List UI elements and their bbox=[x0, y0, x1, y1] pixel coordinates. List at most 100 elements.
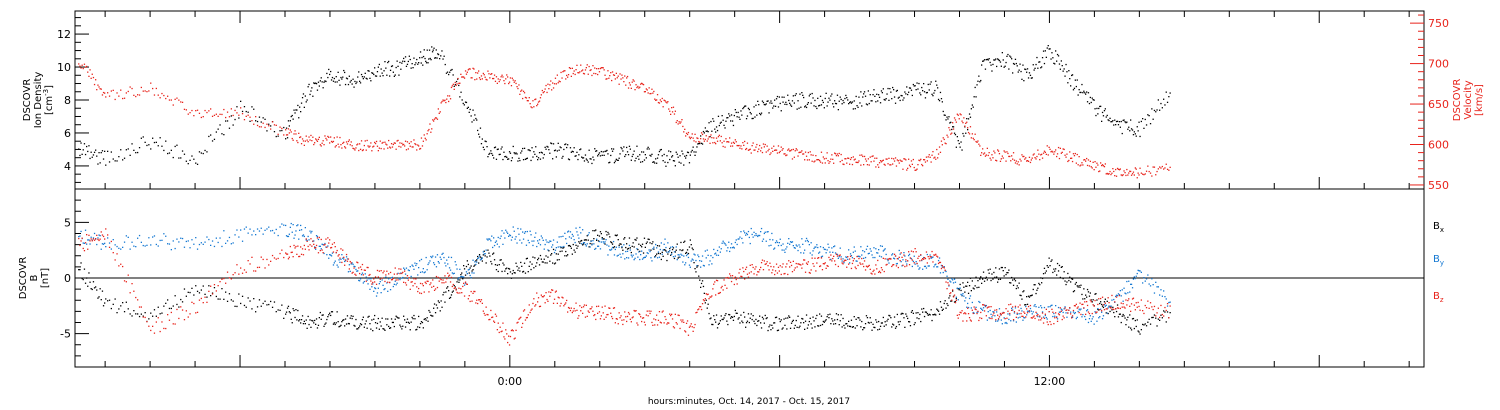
by-series-point bbox=[510, 239, 513, 241]
ion-density-series-point bbox=[1023, 80, 1025, 82]
velocity-series-point bbox=[241, 113, 244, 115]
bx-series-point bbox=[508, 267, 510, 270]
by-series-point bbox=[729, 250, 731, 253]
ion-density-series-point bbox=[225, 120, 227, 122]
bz-series-point bbox=[355, 274, 357, 276]
bz-series-point bbox=[510, 329, 513, 332]
bx-series-point bbox=[587, 239, 589, 241]
by-series-point bbox=[213, 245, 216, 248]
ion-density-series-point bbox=[708, 122, 710, 124]
by-series-point bbox=[138, 234, 141, 237]
bx-series-point bbox=[116, 312, 118, 314]
bz-series-point bbox=[367, 266, 369, 269]
bz-series-point bbox=[322, 252, 324, 254]
velocity-series-point bbox=[760, 150, 762, 152]
by-series-point bbox=[529, 230, 531, 232]
by-series-point bbox=[876, 252, 878, 254]
by-series-point bbox=[855, 260, 857, 262]
by-series-point bbox=[964, 300, 966, 302]
bx-series-point bbox=[458, 281, 460, 283]
ion-density-series-point bbox=[294, 112, 296, 114]
ion-density-series-point bbox=[604, 150, 606, 153]
bx-series-point bbox=[87, 285, 89, 287]
ion-density-series-point bbox=[630, 159, 632, 161]
ion-density-series-point bbox=[634, 160, 636, 162]
bz-series-point bbox=[702, 299, 705, 301]
ion-density-series-point bbox=[829, 99, 831, 101]
bx-series-point bbox=[601, 237, 603, 239]
by-series-point bbox=[1058, 311, 1061, 313]
velocity-series-point bbox=[1120, 174, 1122, 176]
by-series-point bbox=[760, 231, 762, 233]
bz-series-point bbox=[633, 309, 635, 312]
by-series-point bbox=[1105, 304, 1107, 306]
bx-series-point bbox=[732, 319, 735, 321]
velocity-series-point bbox=[292, 139, 294, 141]
bx-series-point bbox=[902, 313, 904, 315]
bx-series-point bbox=[873, 326, 875, 328]
ion-density-series-point bbox=[1028, 72, 1031, 74]
velocity-series-point bbox=[299, 136, 301, 139]
by-series-point bbox=[478, 255, 481, 257]
velocity-series-point bbox=[808, 159, 810, 161]
bz-series-point bbox=[745, 268, 747, 270]
bx-series-point bbox=[731, 316, 734, 318]
bx-series-point bbox=[581, 239, 583, 242]
velocity-series-point bbox=[552, 82, 554, 84]
ion-density-series-point bbox=[302, 93, 305, 95]
velocity-series-point bbox=[200, 116, 202, 119]
bx-series-point bbox=[343, 319, 345, 321]
bz-series-point bbox=[760, 266, 762, 269]
bx-series-point bbox=[497, 270, 499, 273]
ion-density-series-point bbox=[443, 55, 445, 57]
ion-density-series-point bbox=[790, 105, 793, 107]
ion-density-series-point bbox=[1111, 121, 1113, 123]
bz-series-point bbox=[433, 289, 436, 291]
ion-density-series-point bbox=[819, 104, 821, 107]
bx-series-point bbox=[1097, 308, 1099, 311]
by-series-point bbox=[1134, 277, 1136, 280]
velocity-series-point bbox=[518, 84, 520, 86]
velocity-series-point bbox=[1051, 150, 1053, 152]
bz-series-point bbox=[746, 273, 749, 275]
velocity-series-point bbox=[1132, 171, 1135, 173]
bz-series-point bbox=[352, 271, 354, 273]
by-series-point bbox=[258, 230, 261, 232]
by-series-point bbox=[719, 251, 721, 253]
ion-density-series-point bbox=[745, 105, 747, 107]
by-series-point bbox=[329, 254, 331, 256]
by-series-point bbox=[854, 250, 856, 252]
bx-series-point bbox=[526, 257, 528, 259]
ion-density-series-point bbox=[946, 116, 948, 118]
bx-series-point bbox=[1109, 310, 1111, 313]
ion-density-series-point bbox=[285, 127, 288, 129]
by-series-point bbox=[569, 231, 572, 233]
ion-density-series-point bbox=[910, 89, 913, 91]
ion-density-series-point bbox=[488, 153, 490, 155]
ion-density-series-point bbox=[332, 80, 335, 82]
bx-series-point bbox=[567, 254, 569, 256]
bx-series-point bbox=[638, 243, 640, 245]
ion-density-series-point bbox=[300, 102, 303, 104]
bx-series-point bbox=[639, 250, 641, 252]
velocity-series-point bbox=[446, 98, 448, 100]
velocity-series-point bbox=[848, 157, 850, 159]
by-series-point bbox=[883, 249, 885, 251]
velocity-series-point bbox=[699, 141, 701, 143]
by-series-point bbox=[1018, 313, 1020, 315]
by-series-point bbox=[963, 295, 965, 297]
by-series-point bbox=[795, 244, 797, 246]
ion-density-series-point bbox=[1013, 63, 1016, 65]
ion-density-series-point bbox=[1007, 53, 1009, 56]
ion-density-series-point bbox=[552, 158, 554, 160]
ion-density-series-point bbox=[431, 51, 434, 53]
velocity-series-point bbox=[947, 136, 949, 138]
bx-series-point bbox=[178, 306, 180, 308]
bx-series-point bbox=[283, 317, 285, 319]
ion-density-series-point bbox=[477, 129, 479, 132]
ion-density-series-point bbox=[683, 164, 685, 166]
velocity-series-point bbox=[1007, 152, 1009, 155]
velocity-series-point bbox=[648, 87, 650, 89]
ion-density-series-point bbox=[527, 149, 529, 151]
bx-series-point bbox=[663, 249, 665, 251]
